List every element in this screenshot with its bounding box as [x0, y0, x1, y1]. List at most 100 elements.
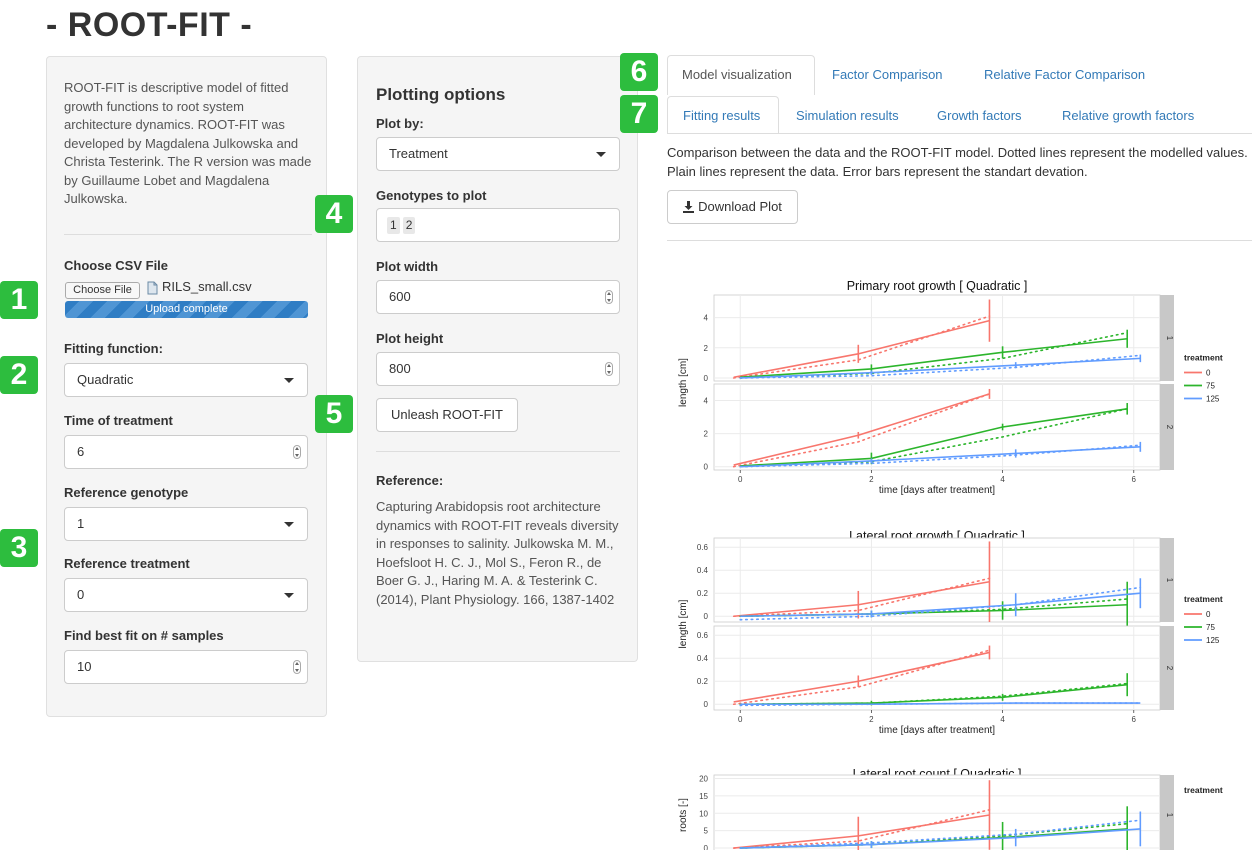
tab-factor-comparison[interactable]: Factor Comparison [832, 67, 943, 82]
chart-facet-strip [1160, 384, 1174, 470]
chart-x-tick-label: 2 [869, 715, 874, 724]
chart-facet-strip-label: 2 [1165, 666, 1174, 671]
step-badge-6: 6 [620, 53, 658, 91]
reference-text: Capturing Arabidopsis root architecture … [376, 499, 619, 607]
chart-y-tick-label: 0 [704, 374, 709, 383]
reference-treatment-select[interactable]: 0 [64, 578, 308, 612]
chart-legend-title: treatment [1184, 594, 1223, 604]
chart-y-tick-label: 2 [704, 344, 709, 353]
plot-height-input[interactable]: 800 [376, 352, 620, 386]
time-of-treatment-value: 6 [77, 444, 85, 459]
chart-facet-strip-label: 1 [1165, 578, 1174, 583]
step-badge-3: 3 [0, 529, 38, 567]
upload-progress-bar: Upload complete [65, 301, 308, 318]
tab-relative-factor-comparison[interactable]: Relative Factor Comparison [984, 67, 1146, 82]
step-badge-7: 7 [620, 95, 658, 133]
time-of-treatment-input[interactable]: 6 [64, 435, 308, 469]
chart-y-tick-label: 0 [704, 612, 709, 621]
chart-fit-line [739, 586, 1142, 621]
spinner-icon[interactable] [605, 290, 613, 304]
app-description: ROOT-FIT is descriptive model of fitted … [64, 80, 312, 206]
sidebar-panel: ROOT-FIT is descriptive model of fitted … [46, 56, 327, 717]
chart-fit-line [739, 819, 1142, 849]
genotype-chip[interactable]: 1 [387, 217, 400, 234]
chart-facet-strip [1160, 538, 1174, 622]
tab-model-visualization-label[interactable]: Model visualization [682, 67, 792, 82]
tab-fitting-results[interactable] [667, 96, 779, 134]
tab-growth-factors[interactable]: Growth factors [937, 108, 1022, 123]
chart-y-axis-label: roots [-] [678, 798, 689, 832]
download-plot-button[interactable]: Download Plot [667, 190, 798, 224]
plotting-options-panel: Plotting options Plot by: Treatment Geno… [357, 56, 638, 662]
chart-facet-strip-label: 2 [1165, 425, 1174, 430]
chart-legend-label: 75 [1206, 382, 1215, 391]
chart-x-tick-label: 6 [1132, 715, 1137, 724]
spinner-icon[interactable] [293, 445, 301, 459]
file-icon [146, 281, 159, 295]
tab-relative-growth-factors[interactable]: Relative growth factors [1062, 108, 1195, 123]
chart-panel-background [713, 625, 1161, 711]
chart-legend-label: 0 [1206, 369, 1211, 378]
reference-genotype-select[interactable]: 1 [64, 507, 308, 541]
chart-y-tick-label: 0.2 [697, 677, 709, 686]
chart-y-tick-label: 20 [699, 774, 708, 783]
fitting-function-select[interactable]: Quadratic [64, 363, 308, 397]
plotting-options-heading: Plotting options [376, 85, 506, 104]
chart-x-axis-label: time [days after treatment] [879, 725, 995, 736]
chart-x-tick-label: 6 [1132, 475, 1137, 484]
chart-x-tick-label: 2 [869, 475, 874, 484]
chart-title: Primary root growth [ Quadratic ] [847, 279, 1028, 293]
chart-facet-strip [1160, 295, 1174, 381]
chart-panel-background [713, 774, 1161, 850]
chart-y-tick-label: 0 [704, 463, 709, 472]
chart-data-line [740, 592, 1141, 618]
chevron-down-icon [596, 152, 606, 157]
chart-y-tick-label: 0.4 [697, 654, 709, 663]
chart-data-line [740, 702, 1141, 706]
plotting-divider [376, 451, 620, 452]
chart-facet-strip-label: 1 [1165, 336, 1174, 341]
chart-y-tick-label: 0.2 [697, 589, 709, 598]
reference-treatment-value: 0 [77, 587, 85, 602]
chart-y-tick-label: 0 [704, 844, 709, 850]
unleash-root-fit-button[interactable]: Unleash ROOT-FIT [376, 398, 518, 432]
reference-genotype-label: Reference genotype [64, 485, 189, 500]
chart-x-tick-label: 0 [738, 475, 743, 484]
chart-facet-strip-label: 1 [1165, 813, 1174, 818]
sidebar-divider [64, 234, 312, 235]
spinner-icon[interactable] [293, 660, 301, 674]
plot-width-input[interactable]: 600 [376, 280, 620, 314]
chart-legend-label: 125 [1206, 395, 1220, 404]
genotype-chip[interactable]: 2 [402, 217, 416, 234]
chart-y-tick-label: 10 [699, 809, 708, 818]
plot-by-select[interactable]: Treatment [376, 137, 620, 171]
genotypes-label: Genotypes to plot [376, 188, 487, 203]
chart-facet-strip [1160, 775, 1174, 850]
chevron-down-icon [284, 593, 294, 598]
step-badge-5: 5 [315, 395, 353, 433]
download-plot-label: Download Plot [698, 199, 782, 214]
chart-panel-background [713, 537, 1161, 623]
plot-by-value: Treatment [389, 146, 448, 161]
chevron-down-icon [284, 378, 294, 383]
chart-fit-line [739, 354, 1142, 379]
spinner-icon[interactable] [605, 362, 613, 376]
chart-fit-line [732, 393, 991, 468]
tab-fitting-results-label[interactable]: Fitting results [683, 108, 761, 123]
chart-data-line [740, 337, 1128, 379]
chart-y-tick-label: 0 [704, 700, 709, 709]
app-title: - ROOT-FIT - [46, 6, 253, 44]
best-fit-input[interactable]: 10 [64, 650, 308, 684]
chart-legend-title: treatment [1184, 353, 1223, 363]
time-of-treatment-label: Time of treatment [64, 413, 173, 428]
chart-legend-title: treatment [1184, 785, 1223, 795]
choose-file-button[interactable]: Choose File [65, 282, 140, 299]
chart-data-line [740, 357, 1141, 379]
plot-height-value: 800 [389, 361, 411, 376]
tab-simulation-results[interactable]: Simulation results [796, 108, 899, 123]
chart-y-tick-label: 4 [704, 397, 709, 406]
chart-x-axis-label: time [days after treatment] [879, 485, 995, 496]
tab-model-visualization[interactable] [667, 55, 815, 95]
download-icon [683, 193, 695, 225]
